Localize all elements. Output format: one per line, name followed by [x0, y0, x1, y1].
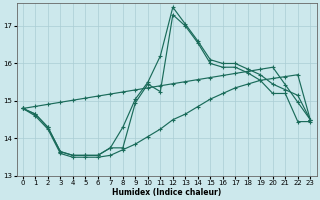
- X-axis label: Humidex (Indice chaleur): Humidex (Indice chaleur): [112, 188, 221, 197]
